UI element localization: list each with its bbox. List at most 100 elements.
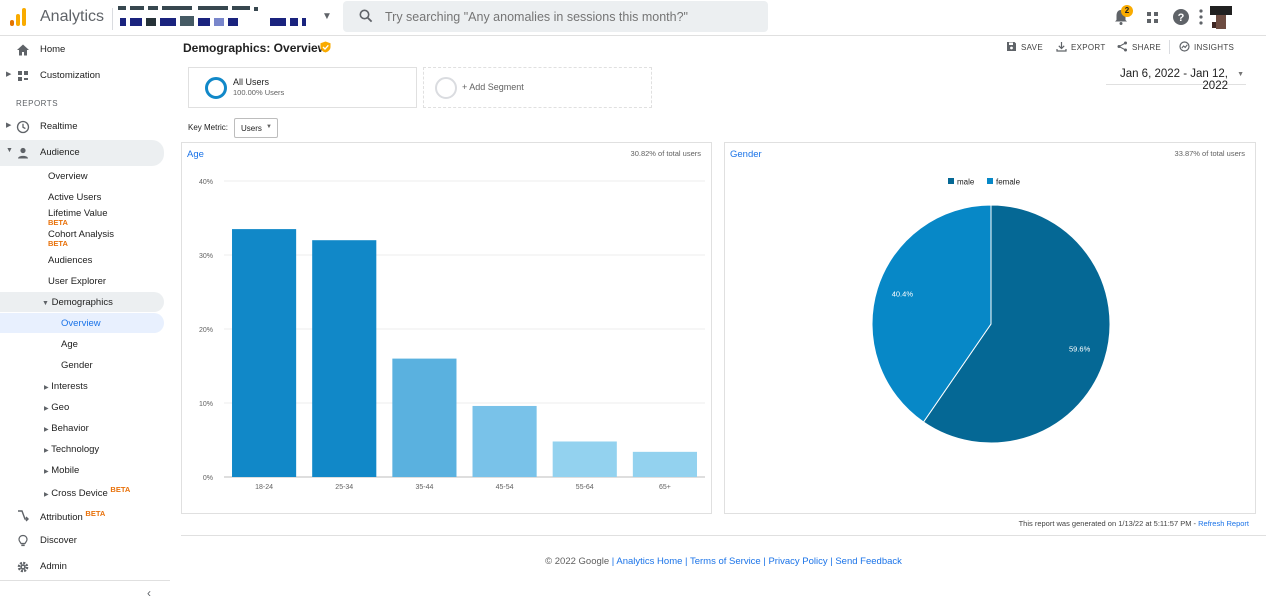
lightbulb-icon	[18, 534, 28, 547]
date-range-picker[interactable]: Jan 6, 2022 - Jan 12, 2022 ▼	[1106, 68, 1246, 92]
page-title: Demographics: Overview	[183, 41, 328, 55]
gender-pie-chart: male female 59.6% 40.4%	[871, 178, 1111, 444]
pie-data-label-female: 40.4%	[892, 289, 914, 298]
add-segment-button[interactable]: + Add Segment	[423, 67, 652, 108]
send-feedback-link[interactable]: Send Feedback	[835, 556, 902, 567]
beta-badge: BETA	[85, 509, 106, 518]
sidebar-item-label: Customization	[40, 70, 101, 81]
sidebar-item-realtime[interactable]: ▶ Realtime	[0, 115, 170, 139]
app-title[interactable]: Analytics	[40, 8, 105, 25]
collapse-sidebar-icon[interactable]: ‹	[147, 586, 151, 600]
key-metric-select[interactable]: Users ▼	[234, 118, 278, 138]
search-input[interactable]	[385, 7, 755, 27]
sidebar-item-lifetime-value[interactable]: Lifetime Value BETA	[48, 208, 108, 228]
save-icon	[1007, 42, 1016, 51]
help-icon[interactable]: ?	[1170, 6, 1192, 28]
search-bar[interactable]	[343, 1, 768, 32]
key-metric-label: Key Metric:	[188, 123, 229, 132]
home-icon	[17, 44, 29, 56]
sidebar-item-geo[interactable]: ▶ Geo	[44, 402, 69, 422]
footer: © 2022 Google | Analytics Home | Terms o…	[545, 556, 902, 567]
sidebar-item-attribution[interactable]: Attribution BETA	[0, 503, 170, 527]
sidebar-item-label: Mobile	[51, 465, 80, 476]
main-content: Demographics: Overview SAVE EXPORT SHARE	[181, 37, 1266, 600]
report-generated-text: This report was generated on 1/13/22 at …	[1018, 519, 1199, 528]
analytics-home-link[interactable]: Analytics Home	[616, 556, 683, 567]
y-tick-label: 0%	[203, 475, 213, 482]
notifications-bell-icon[interactable]: 2	[1112, 5, 1134, 28]
divider	[1169, 40, 1170, 54]
sidebar-item-cohort-analysis[interactable]: Cohort Analysis BETA	[48, 229, 114, 249]
sidebar-item-label: Home	[40, 44, 66, 55]
sidebar-item-gender[interactable]: Gender	[61, 360, 93, 371]
y-tick-label: 30%	[199, 253, 213, 260]
pie-data-label-male: 59.6%	[1069, 345, 1091, 354]
sidebar-item-active-users[interactable]: Active Users	[48, 192, 102, 203]
y-tick-label: 20%	[199, 327, 213, 334]
sidebar-item-interests[interactable]: ▶ Interests	[44, 381, 88, 401]
apps-grid-icon[interactable]	[1142, 6, 1164, 28]
attribution-label: Attribution	[40, 512, 83, 524]
segment-name: All Users	[233, 77, 270, 87]
sidebar-item-mobile[interactable]: ▶ Mobile	[44, 465, 79, 485]
gear-icon	[17, 561, 29, 573]
sidebar-item-label: Lifetime Value	[48, 208, 108, 219]
pie-slice-female	[871, 204, 992, 423]
gender-card-pct: 33.87% of total users	[1174, 149, 1245, 158]
sidebar-item-home[interactable]: Home	[0, 38, 170, 62]
bar-65+	[632, 451, 697, 477]
age-card-title[interactable]: Age	[187, 149, 204, 160]
age-chart-card: Age 30.82% of total users 0% 10% 20% 30% 40%…	[181, 142, 712, 514]
bar-45-54	[472, 405, 537, 477]
legend-label-male: male	[957, 178, 975, 187]
sidebar-item-overview[interactable]: Overview	[48, 171, 88, 182]
sidebar-item-behavior[interactable]: ▶ Behavior	[44, 423, 89, 443]
sidebar-item-label: Geo	[51, 402, 70, 413]
gender-card-title[interactable]: Gender	[730, 149, 762, 160]
chevron-right-icon: ▶	[44, 385, 49, 391]
sidebar-item-technology[interactable]: ▶ Technology	[44, 444, 99, 464]
account-selector[interactable]: ▼	[112, 4, 337, 30]
sidebar-item-admin[interactable]: Admin	[0, 555, 170, 579]
legend-swatch-female	[987, 178, 993, 184]
sidebar-item-audiences[interactable]: Audiences	[48, 255, 93, 266]
privacy-policy-link[interactable]: Privacy Policy	[768, 556, 828, 567]
x-tick-label: 25-34	[335, 484, 353, 491]
sidebar-item-customization[interactable]: ▶ Customization	[0, 64, 170, 88]
person-icon	[18, 147, 28, 159]
key-metric-value: Users	[241, 124, 262, 133]
beta-badge: BETA	[48, 218, 68, 227]
sidebar-item-audience[interactable]: ▼ Audience	[0, 141, 164, 165]
chevron-right-icon: ▶	[6, 122, 12, 129]
avatar[interactable]	[1208, 6, 1232, 29]
sidebar-item-age[interactable]: Age	[61, 339, 78, 350]
download-icon	[1056, 42, 1067, 52]
more-vert-icon[interactable]	[1196, 6, 1218, 28]
sidebar-item-demographics-overview[interactable]: Overview	[61, 318, 101, 329]
sidebar-item-discover[interactable]: Discover	[0, 529, 170, 553]
chevron-right-icon: ▶	[6, 71, 12, 78]
save-label: SAVE	[1021, 43, 1043, 52]
sidebar-item-cross-device[interactable]: ▶ Cross Device BETA	[44, 485, 130, 505]
age-card-pct: 30.82% of total users	[630, 149, 701, 158]
sidebar-item-label: Cross Device	[51, 488, 108, 500]
sidebar-item-label: Technology	[51, 444, 100, 455]
sidebar-item-demographics[interactable]: ▼ Demographics	[42, 297, 113, 317]
terms-of-service-link[interactable]: Terms of Service	[689, 556, 761, 567]
insights-label: INSIGHTS	[1194, 43, 1235, 52]
sidebar-item-label: Realtime	[40, 121, 78, 132]
chevron-down-icon: ▼	[322, 11, 332, 22]
segment-all-users[interactable]: All Users 100.00% Users	[188, 67, 417, 108]
date-range-label: Jan 6, 2022 - Jan 12, 2022	[1119, 68, 1228, 92]
x-tick-label: 45-54	[496, 484, 514, 491]
age-bar-chart: 0% 10% 20% 30% 40% 18-24 25-34 35-44 45-54 55-64 6…	[199, 179, 705, 491]
top-icons: 2 ?	[1112, 5, 1242, 30]
chevron-right-icon: ▶	[44, 492, 49, 499]
bar-55-64	[552, 441, 617, 477]
divider	[181, 535, 1266, 536]
refresh-report-link[interactable]: Refresh Report	[1198, 519, 1249, 528]
sidebar-item-user-explorer[interactable]: User Explorer	[48, 276, 107, 287]
beta-badge: BETA	[110, 485, 131, 494]
analytics-logo-icon[interactable]	[10, 8, 26, 26]
chevron-down-icon: ▼	[42, 300, 49, 307]
